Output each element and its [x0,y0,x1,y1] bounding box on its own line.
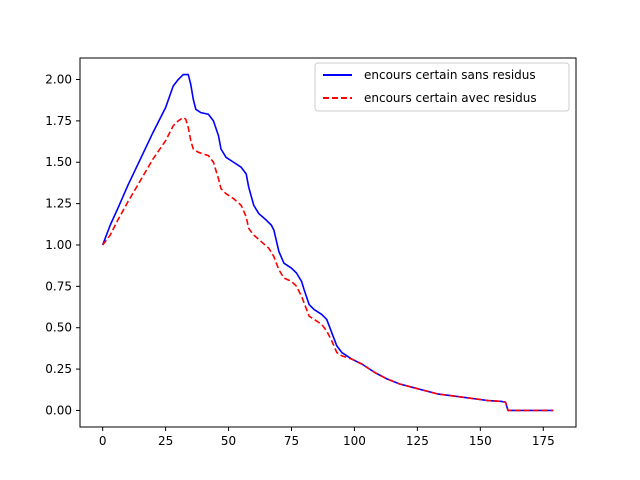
legend-box [314,62,570,112]
x-tick-label: 100 [343,434,366,448]
x-tick-label: 75 [284,434,299,448]
y-tick-label: 1.50 [45,155,72,169]
y-tick-label: 2.00 [45,73,72,87]
y-tick-label: 0.50 [45,321,72,335]
x-tick-label: 25 [158,434,173,448]
x-tick-label: 125 [406,434,429,448]
axes-frame [79,57,577,428]
y-axis: 0.00 0.25 0.50 0.75 1.00 1.25 1.50 1.75 2.00 [45,73,80,417]
plot-area [101,73,554,412]
y-tick-label: 1.00 [45,238,72,252]
legend-label-sans-residus: encours certain sans residus [364,68,536,82]
series-line-sans-residus [101,73,554,412]
series-line-avec-residus [102,116,554,412]
x-tick-label: 150 [469,434,492,448]
x-tick-label: 50 [221,434,236,448]
y-tick-label: 0.00 [45,403,72,417]
legend: encours certain sans residus encours cer… [314,62,570,112]
x-axis: 0 25 50 75 100 125 150 175 [99,427,555,448]
y-tick-label: 1.75 [45,114,72,128]
y-tick-label: 0.75 [45,279,72,293]
x-tick-label: 175 [532,434,555,448]
x-tick-label: 0 [99,434,107,448]
y-tick-label: 1.25 [45,197,72,211]
legend-label-avec-residus: encours certain avec residus [364,91,537,105]
y-tick-label: 0.25 [45,362,72,376]
